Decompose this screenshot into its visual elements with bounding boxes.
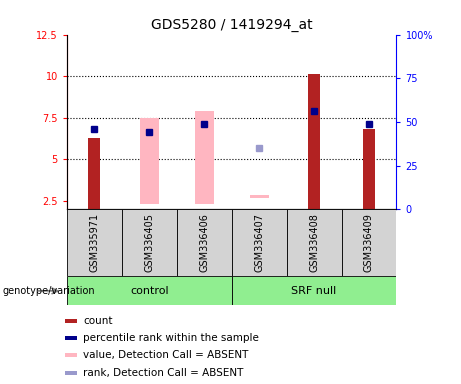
Bar [140, 118, 159, 204]
Bar [342, 209, 396, 276]
Bar [363, 129, 375, 209]
Text: GSM336407: GSM336407 [254, 214, 264, 272]
Text: SRF null: SRF null [291, 286, 337, 296]
Text: GSM336409: GSM336409 [364, 214, 374, 272]
Text: GSM336408: GSM336408 [309, 214, 319, 272]
Bar [249, 195, 269, 199]
Bar [308, 74, 320, 209]
Bar [65, 353, 77, 357]
Text: GSM335971: GSM335971 [89, 214, 99, 272]
Bar [231, 209, 287, 276]
Text: genotype/variation: genotype/variation [2, 286, 95, 296]
Bar [65, 319, 77, 323]
Title: GDS5280 / 1419294_at: GDS5280 / 1419294_at [151, 18, 313, 32]
Text: percentile rank within the sample: percentile rank within the sample [83, 333, 259, 343]
Bar [65, 371, 77, 376]
Text: GSM336405: GSM336405 [144, 214, 154, 272]
Text: GSM336406: GSM336406 [199, 214, 209, 272]
Bar [231, 276, 396, 305]
Bar [65, 336, 77, 340]
Bar [287, 209, 342, 276]
Text: count: count [83, 316, 113, 326]
Bar [195, 111, 214, 204]
Bar [122, 209, 177, 276]
Bar [67, 209, 122, 276]
Text: control: control [130, 286, 169, 296]
Bar [67, 276, 231, 305]
Bar [88, 138, 100, 209]
Text: rank, Detection Call = ABSENT: rank, Detection Call = ABSENT [83, 368, 244, 378]
Bar [177, 209, 231, 276]
Text: value, Detection Call = ABSENT: value, Detection Call = ABSENT [83, 350, 248, 360]
